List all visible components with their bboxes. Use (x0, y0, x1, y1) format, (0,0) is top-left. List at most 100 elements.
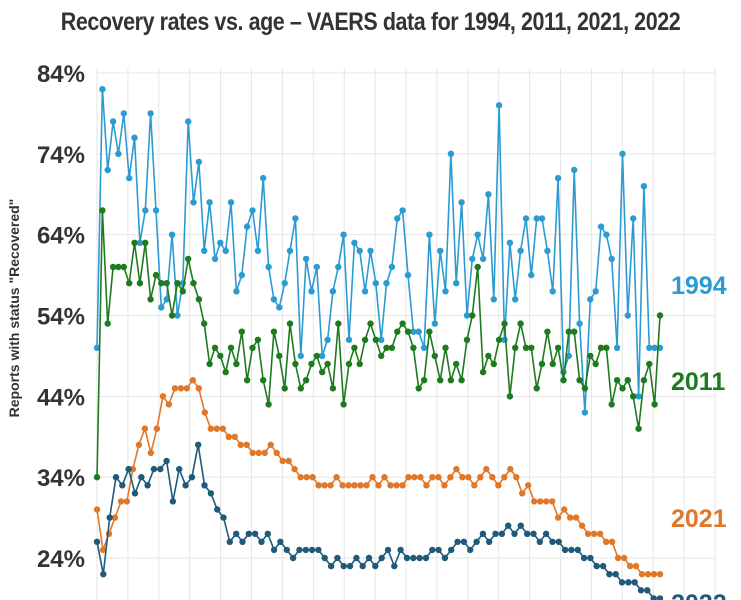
data-point-2011 (613, 377, 621, 384)
data-point-2021 (363, 482, 370, 489)
y-tick-label: 64% (37, 223, 85, 250)
data-point-2022 (359, 562, 366, 570)
data-point-2022 (524, 530, 531, 537)
data-point-2022 (245, 530, 252, 537)
data-point-1994 (217, 239, 224, 246)
data-point-2022 (511, 530, 518, 537)
data-point-2011 (656, 312, 664, 319)
data-point-2021 (423, 482, 430, 489)
data-point-2011 (126, 280, 133, 287)
data-point-1994 (302, 255, 310, 263)
data-point-1994 (635, 393, 642, 400)
data-point-2011 (351, 344, 358, 351)
data-point-2021 (279, 457, 286, 465)
data-point-2011 (474, 263, 481, 271)
data-point-2022 (125, 465, 132, 473)
data-point-2022 (302, 546, 309, 554)
data-point-1994 (168, 231, 176, 238)
data-point-2011 (168, 312, 176, 319)
data-point-2021 (117, 498, 125, 505)
data-point-2011 (495, 336, 503, 343)
data-point-2011 (404, 328, 412, 335)
data-point-1994 (630, 215, 637, 222)
data-point-2011 (319, 368, 326, 376)
data-point-2021 (177, 385, 185, 392)
data-point-2011 (597, 344, 605, 351)
data-point-1994 (158, 304, 165, 311)
data-point-2022 (498, 530, 506, 537)
data-point-2022 (277, 538, 284, 545)
data-point-2021 (543, 498, 550, 505)
data-point-1994 (528, 271, 535, 279)
data-point-2011 (324, 360, 331, 368)
data-point-2011 (372, 336, 379, 343)
data-point-2022 (289, 554, 297, 562)
data-point-2011 (651, 401, 658, 408)
data-point-2011 (463, 336, 471, 343)
data-point-2011 (512, 344, 519, 351)
data-point-1994 (426, 231, 433, 238)
data-point-2011 (410, 344, 417, 351)
data-point-2022 (106, 514, 113, 521)
data-point-2011 (190, 280, 197, 287)
data-point-2011 (136, 280, 144, 287)
data-point-1994 (554, 174, 562, 182)
data-point-2022 (555, 538, 562, 545)
data-point-1994 (185, 118, 192, 125)
data-point-2021 (465, 474, 472, 481)
data-point-2021 (123, 498, 131, 505)
data-point-1994 (544, 247, 551, 254)
data-point-1994 (361, 288, 369, 295)
data-point-2021 (447, 474, 454, 481)
data-point-2011 (533, 385, 540, 392)
data-point-1994 (640, 183, 648, 190)
data-point-2021 (171, 385, 179, 392)
data-point-2011 (99, 207, 106, 214)
data-point-2021 (656, 571, 664, 578)
data-point-2022 (334, 554, 341, 562)
data-point-2011 (238, 328, 245, 335)
data-point-2011 (185, 255, 192, 263)
data-point-1994 (351, 239, 358, 246)
data-point-2011 (635, 425, 642, 432)
data-point-2011 (281, 385, 288, 392)
data-point-2011 (576, 377, 583, 384)
data-point-1994 (222, 247, 229, 254)
data-point-2022 (637, 587, 645, 594)
data-point-2011 (522, 344, 530, 351)
data-point-1994 (394, 215, 401, 222)
data-point-1994 (324, 336, 331, 343)
data-point-2011 (109, 263, 117, 271)
data-point-1994 (463, 312, 471, 319)
data-point-2022 (100, 571, 107, 578)
data-point-2011 (131, 239, 138, 246)
data-point-1994 (458, 199, 465, 206)
data-point-1994 (383, 280, 390, 287)
data-point-2011 (179, 288, 186, 295)
data-point-2021 (267, 441, 274, 448)
data-point-2021 (147, 449, 155, 457)
y-tick-label: 44% (37, 384, 85, 411)
data-point-2021 (195, 385, 202, 392)
data-point-1994 (571, 166, 578, 174)
series-2021 (93, 377, 664, 578)
data-point-1994 (538, 215, 546, 222)
data-point-2011 (571, 328, 578, 335)
data-point-2021 (614, 554, 622, 562)
data-point-2011 (270, 328, 278, 335)
data-point-1994 (442, 288, 449, 295)
data-point-1994 (485, 191, 492, 198)
data-point-2011 (624, 377, 631, 384)
data-point-2011 (619, 385, 626, 392)
legend-label-2021: 2021 (671, 505, 727, 533)
data-point-2022 (372, 562, 379, 570)
data-point-2021 (291, 465, 298, 473)
data-point-2022 (454, 538, 461, 545)
data-point-1994 (512, 296, 519, 303)
data-point-2022 (327, 562, 335, 570)
data-point-2022 (226, 538, 233, 545)
data-point-2011 (640, 377, 648, 384)
data-point-2021 (638, 571, 646, 578)
data-point-2022 (593, 562, 600, 570)
